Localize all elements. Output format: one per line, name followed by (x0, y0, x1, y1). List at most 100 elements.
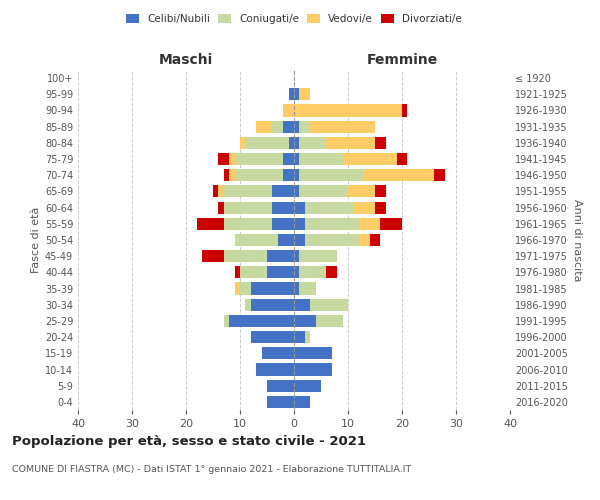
Bar (224, 169, 229, 181)
Bar (375, 186, 386, 198)
Bar (251, 331, 294, 343)
Bar (294, 104, 402, 117)
Bar (224, 315, 229, 327)
Bar (294, 396, 310, 408)
Text: Femmine: Femmine (367, 53, 437, 67)
Bar (272, 202, 294, 213)
Bar (294, 202, 305, 213)
Bar (245, 137, 289, 149)
Bar (224, 186, 272, 198)
Bar (224, 250, 267, 262)
Bar (229, 153, 235, 165)
Bar (375, 137, 386, 149)
Bar (251, 282, 294, 294)
Bar (278, 234, 294, 246)
Bar (299, 137, 326, 149)
Bar (289, 88, 294, 101)
Bar (316, 315, 343, 327)
Bar (294, 137, 299, 149)
Bar (294, 250, 299, 262)
Bar (267, 266, 294, 278)
Bar (299, 88, 310, 101)
Bar (283, 169, 294, 181)
Bar (294, 266, 299, 278)
Bar (197, 218, 224, 230)
Bar (213, 186, 218, 198)
Bar (294, 380, 321, 392)
Bar (299, 186, 348, 198)
Text: Popolazione per età, sesso e stato civile - 2021: Popolazione per età, sesso e stato civil… (12, 435, 366, 448)
Bar (326, 266, 337, 278)
Bar (402, 104, 407, 117)
Bar (299, 282, 316, 294)
Bar (310, 120, 375, 132)
Y-axis label: Fasce di età: Fasce di età (31, 207, 41, 273)
Bar (202, 250, 224, 262)
Bar (294, 120, 299, 132)
Bar (299, 153, 343, 165)
Bar (299, 169, 364, 181)
Bar (294, 364, 332, 376)
Bar (326, 137, 375, 149)
Bar (240, 266, 267, 278)
Bar (218, 186, 224, 198)
Bar (267, 250, 294, 262)
Bar (299, 120, 310, 132)
Bar (283, 104, 294, 117)
Bar (305, 218, 359, 230)
Bar (364, 169, 434, 181)
Bar (294, 153, 299, 165)
Bar (294, 331, 305, 343)
Y-axis label: Anni di nascita: Anni di nascita (572, 198, 582, 281)
Bar (294, 282, 299, 294)
Bar (305, 234, 359, 246)
Bar (272, 120, 283, 132)
Bar (289, 137, 294, 149)
Bar (294, 186, 299, 198)
Bar (310, 298, 348, 311)
Bar (235, 153, 283, 165)
Legend: Celibi/Nubili, Coniugati/e, Vedovi/e, Divorziati/e: Celibi/Nubili, Coniugati/e, Vedovi/e, Di… (122, 10, 466, 29)
Bar (294, 88, 299, 101)
Bar (353, 202, 375, 213)
Bar (380, 218, 402, 230)
Bar (397, 153, 407, 165)
Bar (294, 315, 316, 327)
Bar (294, 348, 332, 360)
Bar (272, 186, 294, 198)
Bar (235, 169, 283, 181)
Bar (245, 298, 251, 311)
Bar (294, 298, 310, 311)
Bar (299, 266, 326, 278)
Bar (251, 298, 294, 311)
Bar (434, 169, 445, 181)
Bar (343, 153, 397, 165)
Text: COMUNE DI FIASTRA (MC) - Dati ISTAT 1° gennaio 2021 - Elaborazione TUTTITALIA.IT: COMUNE DI FIASTRA (MC) - Dati ISTAT 1° g… (12, 465, 411, 474)
Bar (359, 234, 370, 246)
Bar (218, 202, 224, 213)
Bar (240, 137, 245, 149)
Bar (256, 120, 272, 132)
Bar (305, 331, 310, 343)
Bar (294, 218, 305, 230)
Bar (256, 364, 294, 376)
Bar (348, 186, 375, 198)
Bar (283, 120, 294, 132)
Bar (370, 234, 380, 246)
Bar (375, 202, 386, 213)
Bar (359, 218, 380, 230)
Bar (229, 315, 294, 327)
Bar (299, 250, 337, 262)
Bar (229, 169, 235, 181)
Bar (305, 202, 353, 213)
Text: Maschi: Maschi (159, 53, 213, 67)
Bar (218, 153, 229, 165)
Bar (235, 282, 240, 294)
Bar (294, 234, 305, 246)
Bar (294, 169, 299, 181)
Bar (235, 234, 278, 246)
Bar (272, 218, 294, 230)
Bar (262, 348, 294, 360)
Bar (224, 202, 272, 213)
Bar (240, 282, 251, 294)
